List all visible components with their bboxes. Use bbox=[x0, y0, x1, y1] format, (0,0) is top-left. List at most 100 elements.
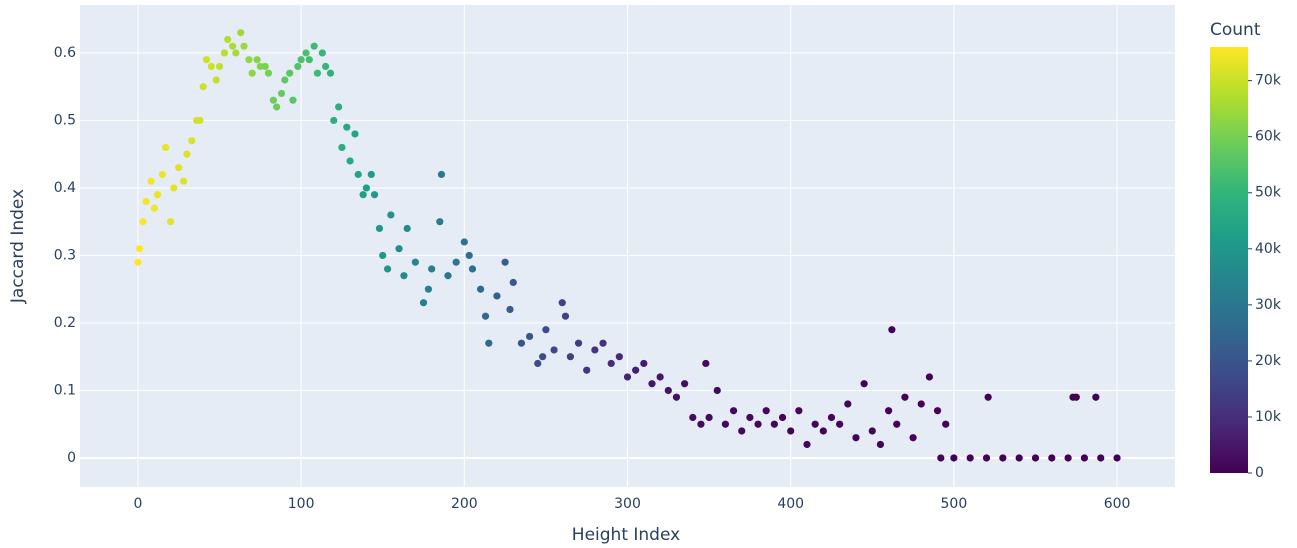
point bbox=[901, 393, 909, 401]
point bbox=[188, 137, 196, 145]
point bbox=[795, 407, 803, 415]
point bbox=[237, 29, 245, 37]
point bbox=[202, 56, 211, 64]
point bbox=[215, 62, 224, 71]
y-tick-label: 0.5 bbox=[54, 112, 76, 128]
point bbox=[273, 103, 281, 111]
point bbox=[550, 346, 558, 354]
y-axis-title: Jaccard Index bbox=[8, 189, 28, 304]
point bbox=[444, 272, 452, 280]
point bbox=[1015, 454, 1023, 462]
colorbar-tick-label: 70k bbox=[1255, 73, 1282, 89]
point bbox=[351, 130, 359, 138]
point bbox=[158, 170, 167, 179]
point bbox=[228, 42, 237, 50]
point bbox=[607, 359, 615, 368]
point bbox=[1048, 454, 1056, 462]
point bbox=[1064, 454, 1072, 462]
point bbox=[460, 238, 468, 246]
point bbox=[729, 407, 738, 415]
point bbox=[212, 76, 220, 84]
point bbox=[664, 386, 672, 395]
point bbox=[525, 332, 534, 341]
y-tick-label: 0 bbox=[67, 450, 76, 466]
y-tick-label: 0.2 bbox=[54, 315, 76, 331]
y-tick-label: 0.1 bbox=[54, 382, 76, 398]
point bbox=[485, 339, 493, 347]
point bbox=[984, 393, 992, 401]
x-axis-title: Height Index bbox=[572, 525, 680, 545]
point bbox=[139, 218, 147, 226]
point bbox=[770, 420, 778, 428]
point bbox=[517, 339, 526, 347]
point bbox=[465, 251, 473, 260]
colorbar-tick-label: 20k bbox=[1255, 353, 1282, 369]
point bbox=[419, 299, 428, 307]
colorbar-tick-label: 30k bbox=[1255, 297, 1282, 313]
point bbox=[1072, 393, 1080, 401]
point bbox=[583, 366, 591, 374]
point bbox=[1113, 454, 1121, 462]
point bbox=[248, 69, 256, 77]
point bbox=[1097, 454, 1105, 462]
point bbox=[134, 258, 142, 266]
point bbox=[411, 258, 419, 266]
point bbox=[656, 373, 664, 381]
point bbox=[232, 49, 240, 57]
point bbox=[281, 76, 289, 84]
point bbox=[286, 69, 294, 77]
point bbox=[395, 245, 403, 253]
point bbox=[888, 326, 896, 334]
point bbox=[909, 434, 917, 442]
point bbox=[400, 272, 408, 280]
point bbox=[175, 164, 183, 172]
point bbox=[534, 359, 542, 368]
point bbox=[506, 305, 514, 314]
point bbox=[623, 373, 632, 381]
x-tick-label: 300 bbox=[614, 496, 641, 512]
point bbox=[359, 191, 367, 199]
point bbox=[162, 143, 170, 152]
point bbox=[738, 427, 746, 435]
point bbox=[207, 62, 215, 71]
point bbox=[950, 454, 958, 462]
point bbox=[294, 62, 302, 71]
point bbox=[493, 292, 501, 300]
point bbox=[681, 380, 689, 388]
x-tick-label: 400 bbox=[777, 496, 804, 512]
x-tick-label: 600 bbox=[1104, 496, 1131, 512]
point bbox=[705, 413, 713, 422]
point bbox=[933, 407, 942, 415]
x-tick-label: 500 bbox=[941, 496, 968, 512]
point bbox=[313, 69, 322, 77]
point bbox=[424, 285, 433, 293]
point bbox=[509, 278, 517, 287]
point bbox=[852, 434, 860, 442]
point bbox=[925, 373, 934, 381]
colorbar-tick-label: 40k bbox=[1255, 241, 1282, 257]
point bbox=[599, 339, 607, 347]
point bbox=[183, 150, 191, 158]
point bbox=[827, 413, 836, 422]
point bbox=[477, 285, 485, 293]
point bbox=[561, 312, 570, 320]
point bbox=[289, 96, 297, 104]
point bbox=[542, 326, 550, 334]
point bbox=[999, 454, 1007, 462]
point bbox=[702, 359, 710, 368]
point bbox=[1080, 454, 1089, 462]
point bbox=[305, 56, 313, 64]
colorbar-tick-label: 0 bbox=[1255, 465, 1264, 481]
point bbox=[253, 56, 261, 64]
point bbox=[170, 184, 178, 192]
point bbox=[566, 353, 574, 361]
colorbar-tick-label: 50k bbox=[1255, 185, 1282, 201]
y-tick-label: 0.4 bbox=[54, 180, 76, 196]
point bbox=[135, 245, 144, 253]
point bbox=[277, 89, 286, 98]
point bbox=[436, 218, 444, 226]
point bbox=[640, 359, 648, 368]
point bbox=[375, 224, 384, 233]
point bbox=[811, 420, 819, 428]
point bbox=[384, 265, 392, 273]
